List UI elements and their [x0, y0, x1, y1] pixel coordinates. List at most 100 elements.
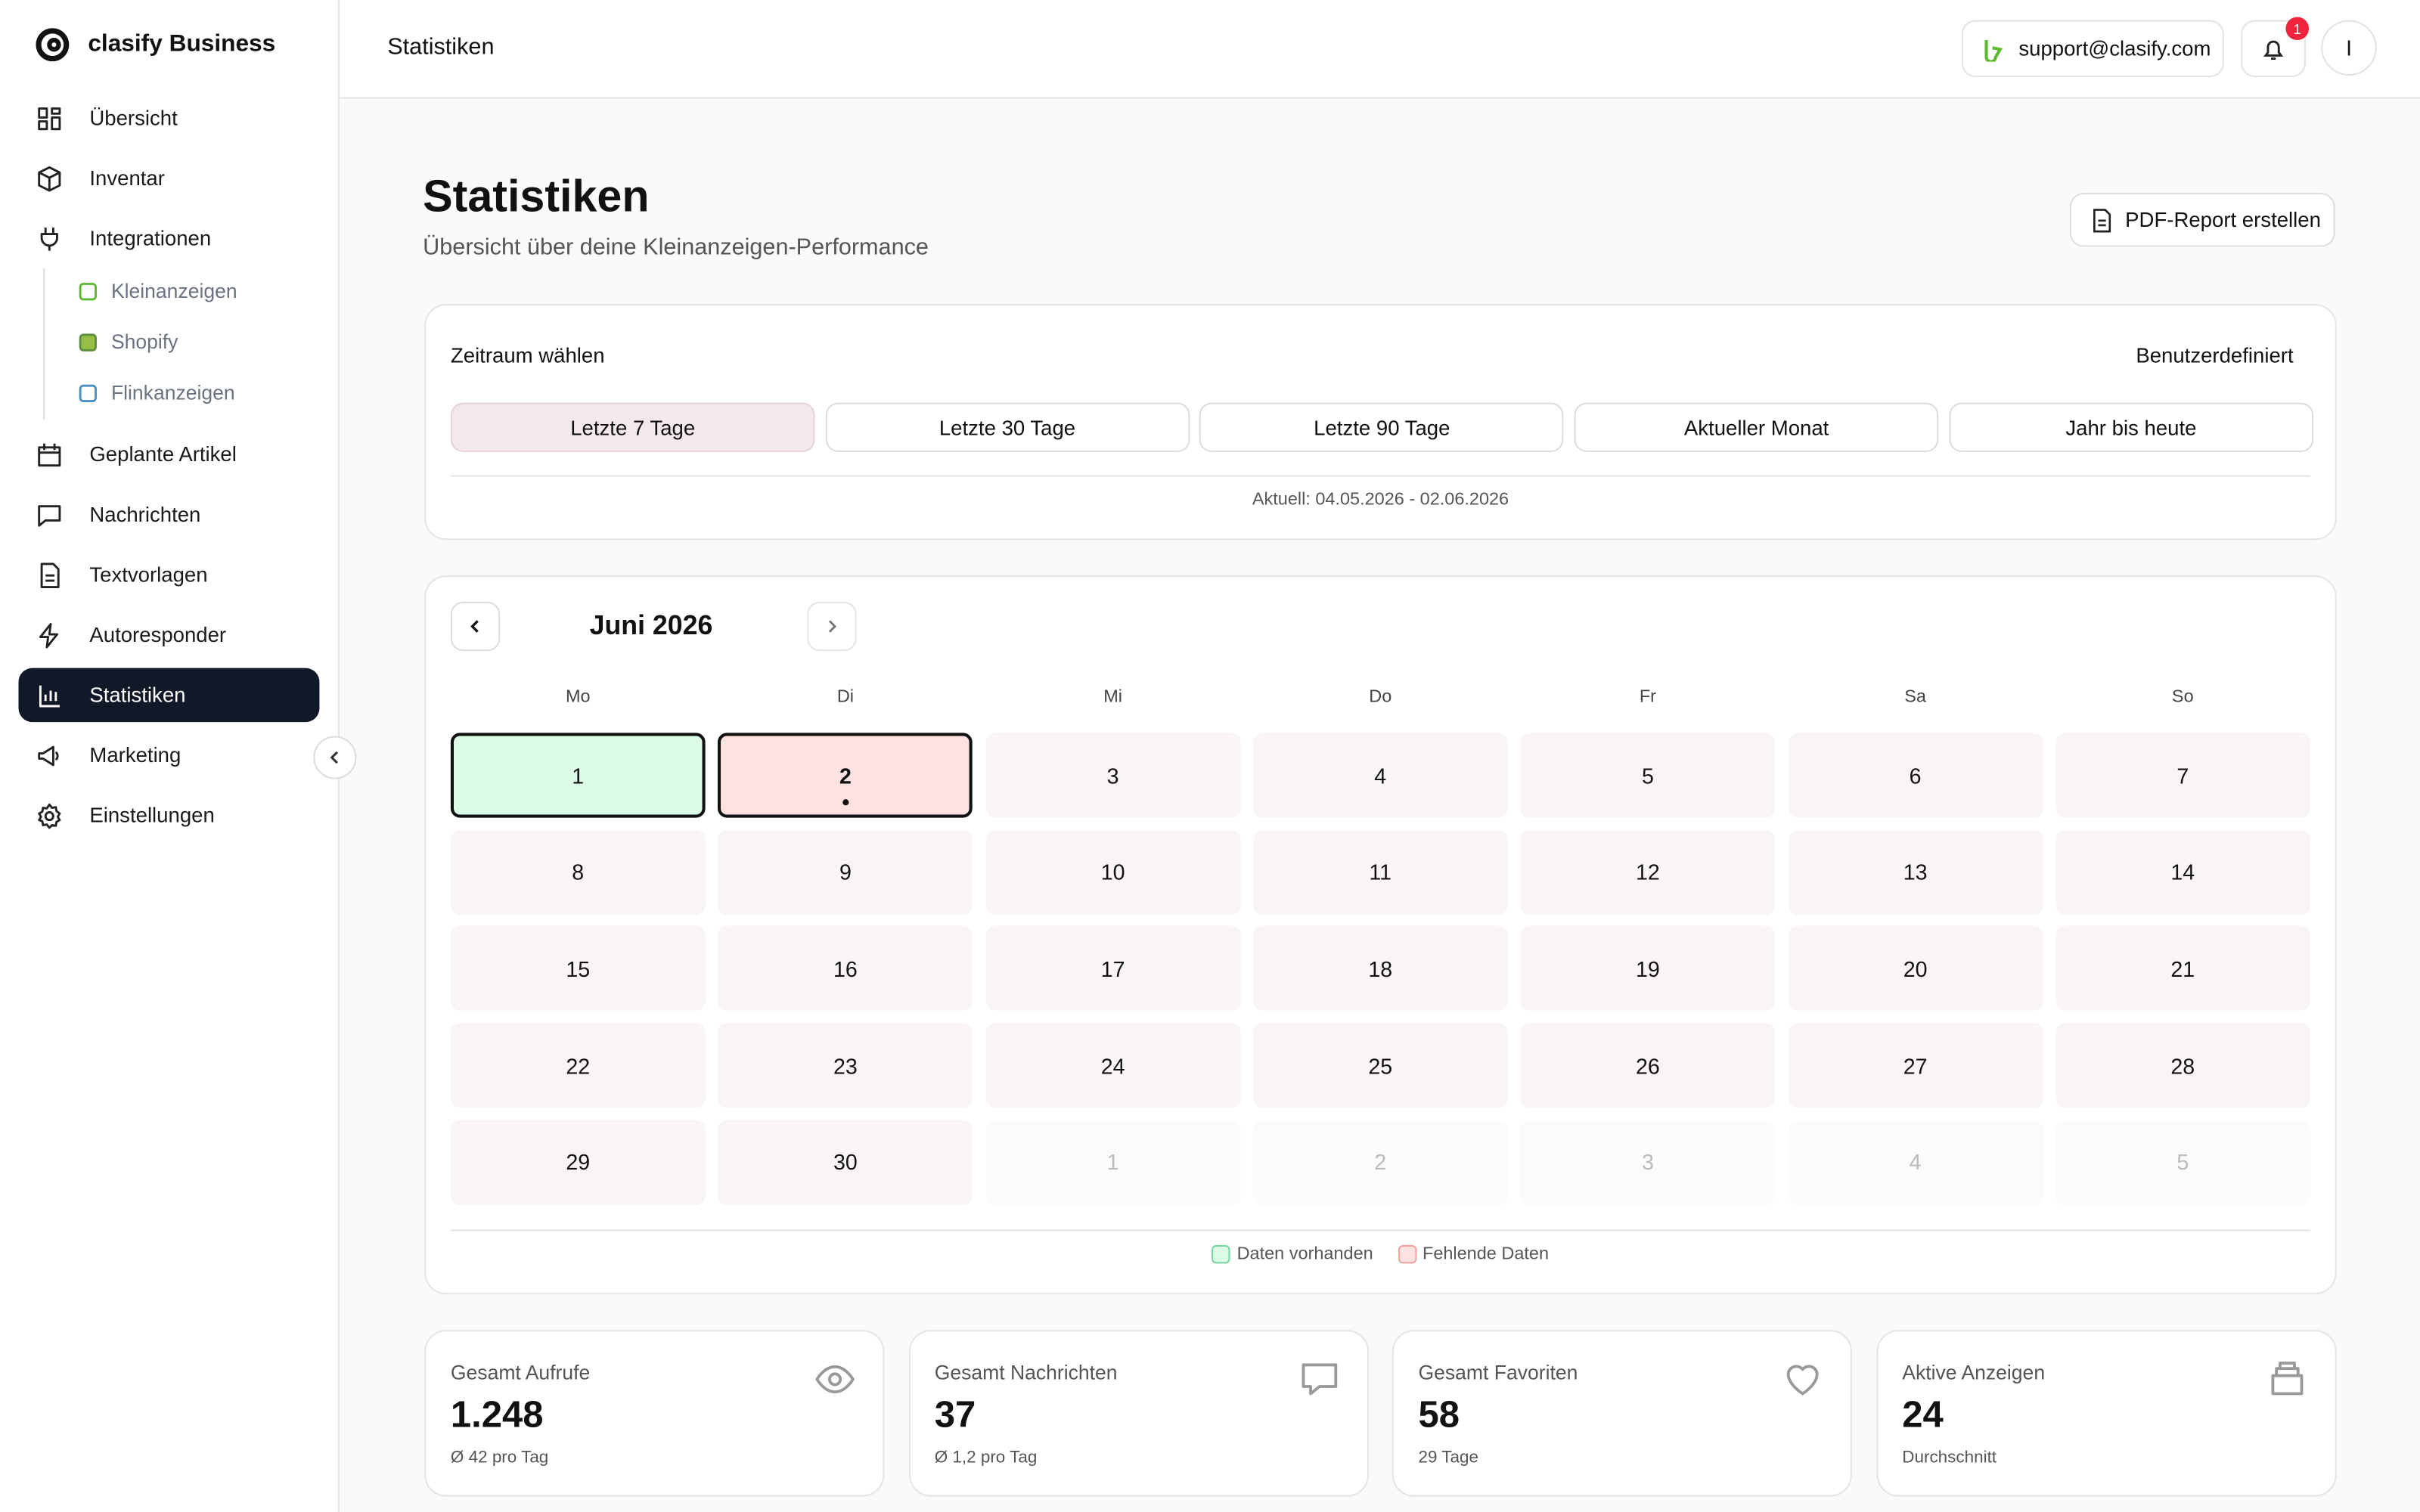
calendar-day[interactable]: 17: [985, 926, 1240, 1012]
nav-item[interactable]: Übersicht: [18, 91, 319, 144]
calendar-day[interactable]: 22: [450, 1023, 706, 1108]
calendar-day[interactable]: 1: [450, 733, 706, 818]
stat-card: Gesamt Favoriten 58 29 Tage: [1392, 1330, 1852, 1497]
divider: [450, 1229, 2311, 1232]
sub-nav-label: Flinkanzeigen: [110, 381, 235, 404]
sub-nav-item[interactable]: Kleinanzeigen: [77, 279, 237, 302]
calendar-day[interactable]: 7: [2055, 733, 2310, 818]
avatar[interactable]: I: [2321, 20, 2377, 76]
calendar-day[interactable]: 2: [1252, 1120, 1508, 1205]
sub-nav-item[interactable]: Shopify: [77, 330, 178, 353]
calendar-day[interactable]: 16: [718, 926, 973, 1012]
stat-label: Gesamt Nachrichten: [934, 1360, 1118, 1384]
calendar-day[interactable]: 19: [1520, 926, 1776, 1012]
period-option[interactable]: Letzte 7 Tage: [450, 402, 815, 452]
stat-value: 1.248: [450, 1394, 544, 1436]
nav-item[interactable]: Statistiken: [18, 668, 320, 723]
period-option[interactable]: Letzte 30 Tage: [825, 402, 1190, 452]
stat-icon: [814, 1358, 857, 1408]
calendar-day[interactable]: 6: [1788, 733, 2043, 818]
calendar-day[interactable]: 10: [985, 829, 1240, 915]
nav-item[interactable]: Textvorlagen: [18, 547, 319, 601]
page-subtitle: Übersicht über deine Kleinanzeigen-Perfo…: [423, 234, 929, 261]
sub-line: [43, 268, 45, 420]
calendar-day[interactable]: 3: [985, 733, 1240, 818]
custom-link[interactable]: Benutzerdefiniert: [2136, 344, 2294, 367]
stat-note: Ø 1,2 pro Tag: [934, 1448, 1038, 1467]
stat-icon: [2265, 1358, 2308, 1408]
calendar-day[interactable]: 4: [1788, 1120, 2043, 1205]
calendar-day[interactable]: 5: [1520, 733, 1776, 818]
calendar-day[interactable]: 20: [1788, 926, 2043, 1012]
period-option[interactable]: Letzte 90 Tage: [1199, 402, 1565, 452]
stat-note: Ø 42 pro Tag: [450, 1448, 549, 1467]
stat-note: Durchschnitt: [1902, 1448, 1997, 1467]
calendar-day[interactable]: 3: [1520, 1120, 1776, 1205]
calendar-day[interactable]: 28: [2055, 1023, 2310, 1108]
stat-note: 29 Tage: [1418, 1448, 1478, 1467]
nav-label: Geplante Artikel: [89, 442, 237, 466]
calendar-day[interactable]: 18: [1252, 926, 1508, 1012]
sub-nav-item[interactable]: Flinkanzeigen: [77, 381, 235, 404]
nav-item[interactable]: Integrationen: [18, 212, 319, 265]
calendar-day[interactable]: 27: [1788, 1023, 2043, 1108]
pdf-button[interactable]: PDF-Report erstellen: [2069, 193, 2335, 247]
calendar-day[interactable]: 9: [718, 829, 973, 915]
month-title: Juni 2026: [589, 609, 713, 640]
prev-month[interactable]: [450, 601, 501, 652]
calendar-day[interactable]: 15: [450, 926, 706, 1012]
period-option[interactable]: Jahr bis heute: [1949, 402, 2313, 452]
calendar-day[interactable]: 14: [2055, 829, 2310, 915]
legend-item: Fehlende Daten: [1398, 1244, 1549, 1264]
calendar-day[interactable]: 4: [1252, 733, 1508, 818]
nav-item[interactable]: Nachrichten: [18, 488, 319, 541]
weekday: Mi: [1103, 688, 1122, 707]
support-button[interactable]: support@clasify.com: [1961, 20, 2224, 78]
calendar-day[interactable]: 2: [718, 733, 973, 818]
calendar-day[interactable]: 5: [2055, 1120, 2310, 1205]
next-month[interactable]: [807, 601, 857, 652]
period-label: Zeitraum wählen: [450, 344, 605, 367]
calendar-day[interactable]: 8: [450, 829, 706, 915]
stat-value: 24: [1902, 1394, 1944, 1436]
calendar-day[interactable]: 12: [1520, 829, 1776, 915]
nav-item[interactable]: Geplante Artikel: [18, 427, 319, 481]
stat-value: 58: [1418, 1394, 1460, 1436]
calendar-day[interactable]: 1: [985, 1120, 1240, 1205]
calendar-day[interactable]: 21: [2055, 926, 2310, 1012]
calendar-day[interactable]: 24: [985, 1023, 1240, 1108]
stat-card: Gesamt Nachrichten 37 Ø 1,2 pro Tag: [908, 1330, 1369, 1497]
calendar-day[interactable]: 23: [718, 1023, 973, 1108]
notifications[interactable]: [2241, 20, 2306, 78]
calendar-card: Juni 2026 Daten vorhanden Fehlende Daten…: [424, 575, 2337, 1295]
notification-badge: 1: [2285, 17, 2310, 41]
nav-label: Marketing: [89, 743, 182, 767]
stat-icon: [1297, 1358, 1340, 1408]
nav-item[interactable]: Marketing: [18, 728, 319, 782]
calendar-day[interactable]: 13: [1788, 829, 2043, 915]
legend: Daten vorhanden Fehlende Daten: [426, 1244, 2335, 1264]
stat-icon: [1781, 1358, 1824, 1408]
divider: [450, 475, 2311, 477]
sub-nav-label: Kleinanzeigen: [110, 279, 237, 302]
calendar-day[interactable]: 30: [718, 1120, 973, 1205]
period-option[interactable]: Aktueller Monat: [1574, 402, 1939, 452]
calendar-day[interactable]: 11: [1252, 829, 1508, 915]
nav-item[interactable]: Einstellungen: [18, 789, 319, 842]
calendar-day[interactable]: 29: [450, 1120, 706, 1205]
nav-label: Integrationen: [89, 226, 212, 250]
calendar-day[interactable]: 26: [1520, 1023, 1776, 1108]
calendar-day[interactable]: 25: [1252, 1023, 1508, 1108]
weekday: Di: [836, 688, 855, 707]
nav-item[interactable]: Autoresponder: [18, 608, 319, 662]
stat-label: Gesamt Favoriten: [1418, 1360, 1578, 1384]
collapse-button[interactable]: [313, 736, 357, 779]
weekday: Sa: [1904, 688, 1926, 707]
nav-item[interactable]: Inventar: [18, 151, 319, 205]
logo: [36, 28, 70, 62]
stat-value: 37: [934, 1394, 976, 1436]
period-card: Zeitraum wählen Benutzerdefiniert Letzte…: [424, 304, 2337, 541]
legend-item: Daten vorhanden: [1212, 1244, 1373, 1264]
brand: clasify Business: [88, 30, 276, 57]
